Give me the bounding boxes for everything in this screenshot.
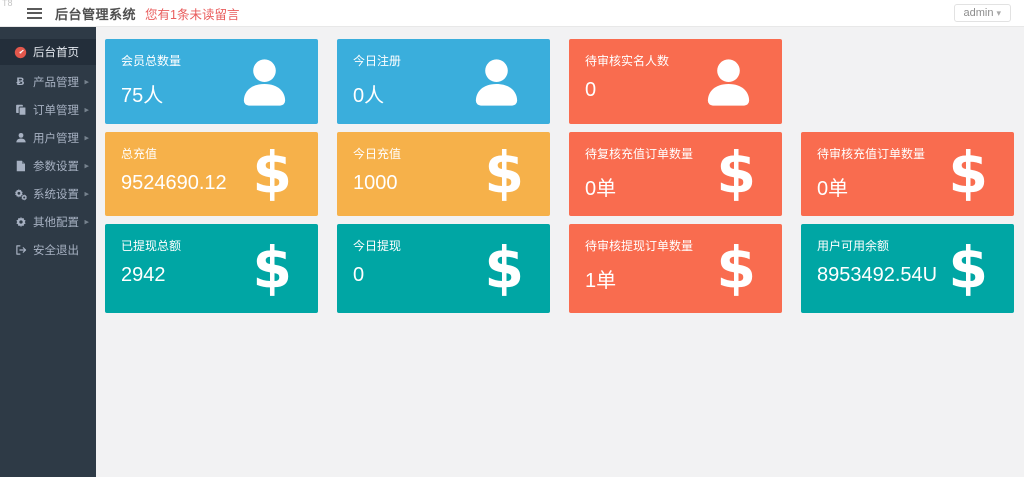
dollar-icon: $	[484, 235, 524, 301]
stat-label: 今日注册	[353, 54, 402, 68]
watermark-text: T8	[2, 0, 13, 8]
user-icon	[13, 132, 28, 144]
dollar-icon: $	[716, 235, 756, 301]
stat-card-withdraw-review[interactable]: 待审核提现订单数量 1单 $	[569, 224, 782, 313]
dollar-icon: $	[252, 140, 292, 207]
chevron-right-icon: ▸	[84, 132, 89, 143]
stat-value: 1单	[585, 270, 617, 292]
hamburger-menu-icon[interactable]	[27, 7, 42, 19]
user-dropdown-label: admin	[963, 7, 994, 19]
stat-label: 待审核提现订单数量	[585, 239, 694, 253]
sidebar-item-label: 其他配置	[33, 217, 79, 229]
stat-card-today-registered[interactable]: 今日注册 0人	[337, 39, 550, 124]
stat-label: 已提现总额	[121, 239, 182, 253]
chevron-right-icon: ▸	[84, 216, 89, 227]
logout-icon	[13, 244, 28, 256]
unread-message-link[interactable]: 您有1条未读留言	[145, 7, 240, 22]
chevron-down-icon: ▾	[996, 8, 1001, 18]
chevron-right-icon: ▸	[84, 160, 89, 171]
dollar-icon: $	[948, 235, 988, 301]
stat-card-recharge-recheck[interactable]: 待复核充值订单数量 0单 $	[569, 132, 782, 216]
file-icon	[13, 160, 28, 172]
stats-grid: 会员总数量 75人 今日注册 0人 待审核实名人数 0 总充值 9524690.…	[105, 39, 1014, 313]
stat-card-total-withdrawn[interactable]: 已提现总额 2942 $	[105, 224, 318, 313]
stat-label: 今日充值	[353, 147, 402, 161]
stat-value: 9524690.12	[121, 172, 227, 194]
sidebar-item-label: 用户管理	[33, 133, 79, 145]
stat-card-total-recharge[interactable]: 总充值 9524690.12 $	[105, 132, 318, 216]
stat-label: 待审核充值订单数量	[817, 147, 926, 161]
app-title: 后台管理系统	[55, 6, 137, 22]
sidebar-item-users[interactable]: 用户管理 ▸	[0, 124, 96, 152]
stat-label: 会员总数量	[121, 54, 182, 68]
sidebar-item-logout[interactable]: 安全退出	[0, 236, 96, 264]
stat-value: 8953492.54U	[817, 264, 938, 286]
copy-icon	[13, 104, 28, 116]
sidebar-item-label: 订单管理	[33, 105, 79, 117]
stat-value: 1000	[353, 172, 398, 194]
sidebar-item-orders[interactable]: 订单管理 ▸	[0, 96, 96, 124]
dollar-icon: $	[948, 140, 988, 207]
dollar-icon: $	[716, 140, 756, 207]
sidebar-item-label: 后台首页	[33, 47, 79, 59]
stat-label: 用户可用余额	[817, 239, 890, 253]
stat-card-user-balance[interactable]: 用户可用余额 8953492.54U $	[801, 224, 1014, 313]
sidebar-item-params[interactable]: 参数设置 ▸	[0, 152, 96, 180]
dollar-icon: $	[484, 140, 524, 207]
sidebar-nav: 后台首页 Ƀ 产品管理 ▸ 订单管理 ▸ 用户管理 ▸ 参数设置 ▸	[0, 27, 96, 477]
stat-label: 总充值	[121, 147, 158, 161]
stat-value: 0单	[585, 178, 617, 200]
sidebar-item-label: 参数设置	[33, 161, 79, 173]
stat-label: 今日提现	[353, 239, 402, 253]
sidebar-item-products[interactable]: Ƀ 产品管理 ▸	[0, 68, 96, 96]
sidebar-item-label: 产品管理	[33, 77, 79, 89]
stat-value: 2942	[121, 264, 166, 286]
user-icon	[237, 58, 292, 106]
chevron-right-icon: ▸	[84, 104, 89, 115]
bitcoin-icon: Ƀ	[16, 76, 25, 88]
sidebar-item-other[interactable]: 其他配置 ▸	[0, 208, 96, 236]
stat-card-today-withdraw[interactable]: 今日提现 0 $	[337, 224, 550, 313]
sidebar-item-home[interactable]: 后台首页	[0, 39, 96, 65]
sidebar-item-label: 安全退出	[33, 245, 79, 257]
sidebar-item-system[interactable]: 系统设置 ▸	[0, 180, 96, 208]
dashboard-icon	[13, 46, 28, 59]
sidebar-item-label: 系统设置	[33, 189, 79, 201]
stat-card-recharge-review[interactable]: 待审核充值订单数量 0单 $	[801, 132, 1014, 216]
stat-value: 75人	[121, 85, 164, 107]
user-icon	[701, 58, 756, 106]
user-icon	[469, 58, 524, 106]
stat-value: 0	[353, 264, 365, 286]
stat-value: 0单	[817, 178, 849, 200]
stat-card-today-recharge[interactable]: 今日充值 1000 $	[337, 132, 550, 216]
stat-value: 0人	[353, 85, 385, 107]
chevron-right-icon: ▸	[84, 188, 89, 199]
stat-label: 待审核实名人数	[585, 54, 670, 68]
user-dropdown[interactable]: admin ▾	[953, 4, 1011, 22]
gear-icon	[13, 216, 28, 228]
chevron-right-icon: ▸	[84, 76, 89, 87]
stat-card-total-members[interactable]: 会员总数量 75人	[105, 39, 318, 124]
stat-label: 待复核充值订单数量	[585, 147, 694, 161]
gears-icon	[13, 188, 28, 201]
stat-card-pending-realname[interactable]: 待审核实名人数 0	[569, 39, 782, 124]
top-header: T8 后台管理系统 您有1条未读留言 admin ▾	[0, 0, 1024, 27]
stat-value: 0	[585, 79, 597, 101]
dollar-icon: $	[252, 235, 292, 301]
